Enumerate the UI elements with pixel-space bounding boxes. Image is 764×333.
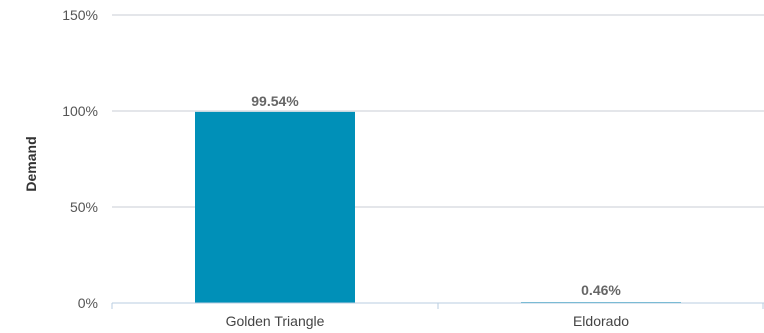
bar-value-label: 99.54% <box>251 93 299 109</box>
x-category-label: Eldorado <box>573 313 629 329</box>
y-tick-label: 150% <box>62 7 98 23</box>
data-labels: 99.54% 0.46% <box>251 93 621 298</box>
y-tick-label: 0% <box>78 295 98 311</box>
y-tick-label: 100% <box>62 103 98 119</box>
y-tick-label: 50% <box>70 199 98 215</box>
x-axis-labels: Golden Triangle Eldorado <box>226 313 630 329</box>
bars <box>195 111 681 303</box>
y-axis-ticks: 0% 50% 100% 150% <box>62 7 98 311</box>
x-category-label: Golden Triangle <box>226 313 325 329</box>
bar <box>195 111 355 303</box>
y-axis-title: Demand <box>23 136 39 191</box>
bar-value-label: 0.46% <box>581 282 621 298</box>
x-axis <box>111 302 764 309</box>
